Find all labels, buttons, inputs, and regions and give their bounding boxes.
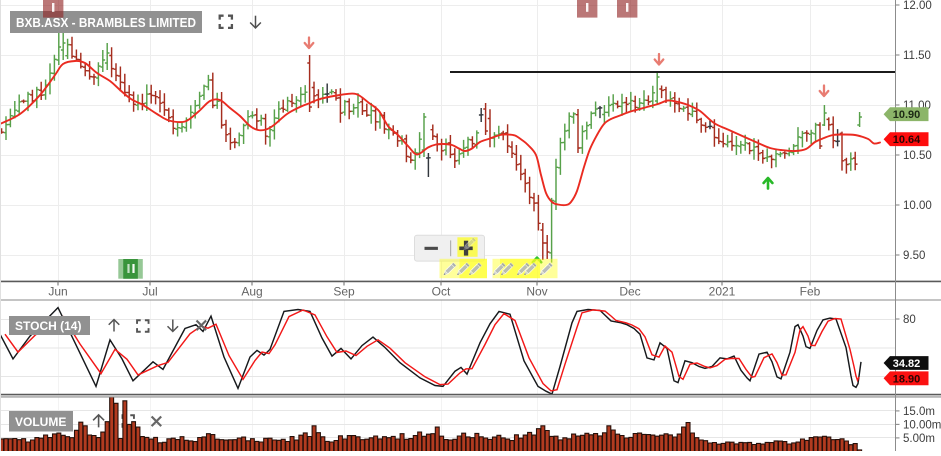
svg-text:10.90: 10.90	[893, 109, 921, 121]
svg-text:10.50: 10.50	[903, 150, 932, 162]
svg-text:10.00m: 10.00m	[903, 419, 941, 431]
svg-text:Aug: Aug	[241, 285, 262, 299]
svg-text:5.00m: 5.00m	[903, 433, 935, 445]
svg-text:10.00: 10.00	[903, 200, 932, 212]
svg-text:9.50: 9.50	[903, 250, 925, 262]
svg-text:2021: 2021	[709, 285, 736, 299]
svg-text:18.90: 18.90	[893, 373, 921, 385]
svg-text:11.50: 11.50	[903, 50, 931, 62]
svg-text:34.82: 34.82	[893, 358, 921, 370]
svg-text:Feb: Feb	[800, 285, 821, 299]
svg-text:Nov: Nov	[526, 285, 547, 299]
svg-text:VOLUME: VOLUME	[15, 415, 66, 429]
svg-text:12.00: 12.00	[903, 0, 932, 12]
svg-text:BXB.ASX - BRAMBLES LIMITED: BXB.ASX - BRAMBLES LIMITED	[16, 15, 196, 30]
svg-text:STOCH (14): STOCH (14)	[15, 319, 81, 333]
svg-text:10.64: 10.64	[893, 134, 921, 146]
svg-text:Jun: Jun	[48, 285, 67, 299]
svg-text:80: 80	[903, 314, 916, 326]
svg-text:Dec: Dec	[619, 285, 640, 299]
svg-text:Sep: Sep	[333, 285, 355, 299]
svg-text:Jul: Jul	[142, 285, 157, 299]
svg-text:Oct: Oct	[432, 285, 451, 299]
svg-text:15.0m: 15.0m	[903, 406, 935, 418]
